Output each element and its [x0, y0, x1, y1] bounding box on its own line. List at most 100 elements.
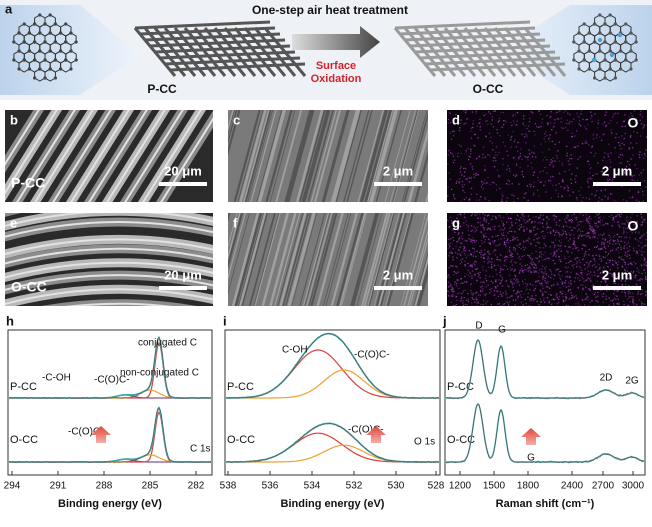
o-signal [611, 300, 613, 302]
o-signal [506, 221, 508, 223]
o-signal [482, 146, 485, 148]
o-signal [577, 302, 579, 304]
process-title: One-step air heat treatment [252, 3, 408, 17]
o-signal [467, 262, 469, 265]
o-signal [475, 172, 477, 175]
o-signal [613, 113, 615, 116]
o-signal [533, 289, 535, 291]
o-signal [549, 231, 552, 233]
x-tick-label: 282 [188, 481, 205, 492]
o-signal [594, 232, 596, 234]
o-signal [482, 226, 484, 229]
up-arrow [366, 426, 386, 443]
striation [307, 110, 334, 202]
o-signal [641, 154, 643, 156]
o-signal [530, 186, 532, 188]
o-signal [568, 289, 570, 291]
scale-bar-label: 20 μm [164, 163, 202, 178]
o-signal [592, 138, 595, 140]
atom [53, 40, 57, 44]
o-signal [539, 298, 542, 300]
o-signal [590, 218, 592, 220]
o-signal [614, 147, 616, 149]
o-signal [555, 239, 557, 241]
o-signal [553, 125, 555, 128]
atom [572, 40, 576, 44]
o-signal [459, 246, 461, 248]
striation [341, 213, 368, 306]
o-signal [516, 120, 518, 122]
o-signal [467, 254, 469, 257]
o-signal [586, 142, 588, 144]
striation [363, 213, 391, 306]
o-signal [488, 228, 490, 230]
o-signal [536, 257, 538, 259]
o-signal [471, 294, 474, 296]
o-signal [497, 244, 499, 246]
o-signal [596, 245, 599, 247]
o-signal [491, 218, 493, 221]
striation [303, 110, 331, 202]
o-signal [612, 116, 614, 118]
atom [613, 76, 618, 80]
o-signal [566, 217, 568, 219]
o-signal [471, 166, 473, 168]
o-signal [493, 182, 495, 184]
o-signal [558, 270, 561, 273]
o-signal [568, 276, 570, 278]
o-signal [582, 278, 584, 280]
o-signal [479, 213, 481, 215]
o-signal [465, 122, 468, 124]
o-signal [479, 251, 481, 254]
o-signal [595, 300, 597, 302]
o-signal [540, 251, 542, 253]
o-signal [605, 285, 608, 287]
striation [364, 110, 392, 202]
o-signal [475, 292, 477, 294]
o-signal [501, 285, 504, 287]
o-signal [562, 300, 565, 302]
o-signal [456, 180, 458, 182]
o-signal [643, 264, 645, 266]
o-signal [597, 221, 600, 224]
o-signal [586, 217, 588, 219]
o-signal [528, 266, 530, 268]
sem-image [228, 213, 428, 306]
o-signal [553, 251, 555, 253]
o-signal [452, 223, 454, 226]
o-signal [526, 264, 528, 266]
o-signal [549, 164, 551, 166]
o-signal [578, 190, 580, 192]
o-signal [514, 304, 516, 306]
o-signal [562, 282, 564, 284]
o-signal [633, 303, 635, 305]
o-signal [623, 261, 626, 263]
o-signal [475, 261, 477, 263]
o-signal [533, 181, 535, 184]
o-signal [463, 123, 465, 125]
striation [322, 110, 350, 202]
o-signal [638, 154, 640, 156]
o-signal [452, 256, 454, 258]
o-signal [536, 238, 538, 240]
atom [69, 49, 73, 53]
element-label: O [628, 115, 639, 131]
o-signal [637, 179, 639, 181]
striation [228, 110, 238, 145]
o-signal [490, 280, 493, 283]
o-signal [565, 221, 568, 224]
o-signal [510, 146, 512, 148]
o-signal [455, 246, 457, 248]
o-signal [518, 284, 521, 286]
o-signal [512, 114, 515, 116]
o-signal [566, 185, 568, 187]
spectrum [445, 339, 645, 400]
o-signal [521, 158, 523, 160]
o-signal [459, 253, 461, 255]
o-signal [616, 122, 618, 124]
o-signal [497, 303, 499, 305]
o-signal [604, 275, 607, 277]
o-signal [564, 293, 567, 296]
o-signal [451, 130, 453, 133]
o-signal [611, 263, 614, 266]
